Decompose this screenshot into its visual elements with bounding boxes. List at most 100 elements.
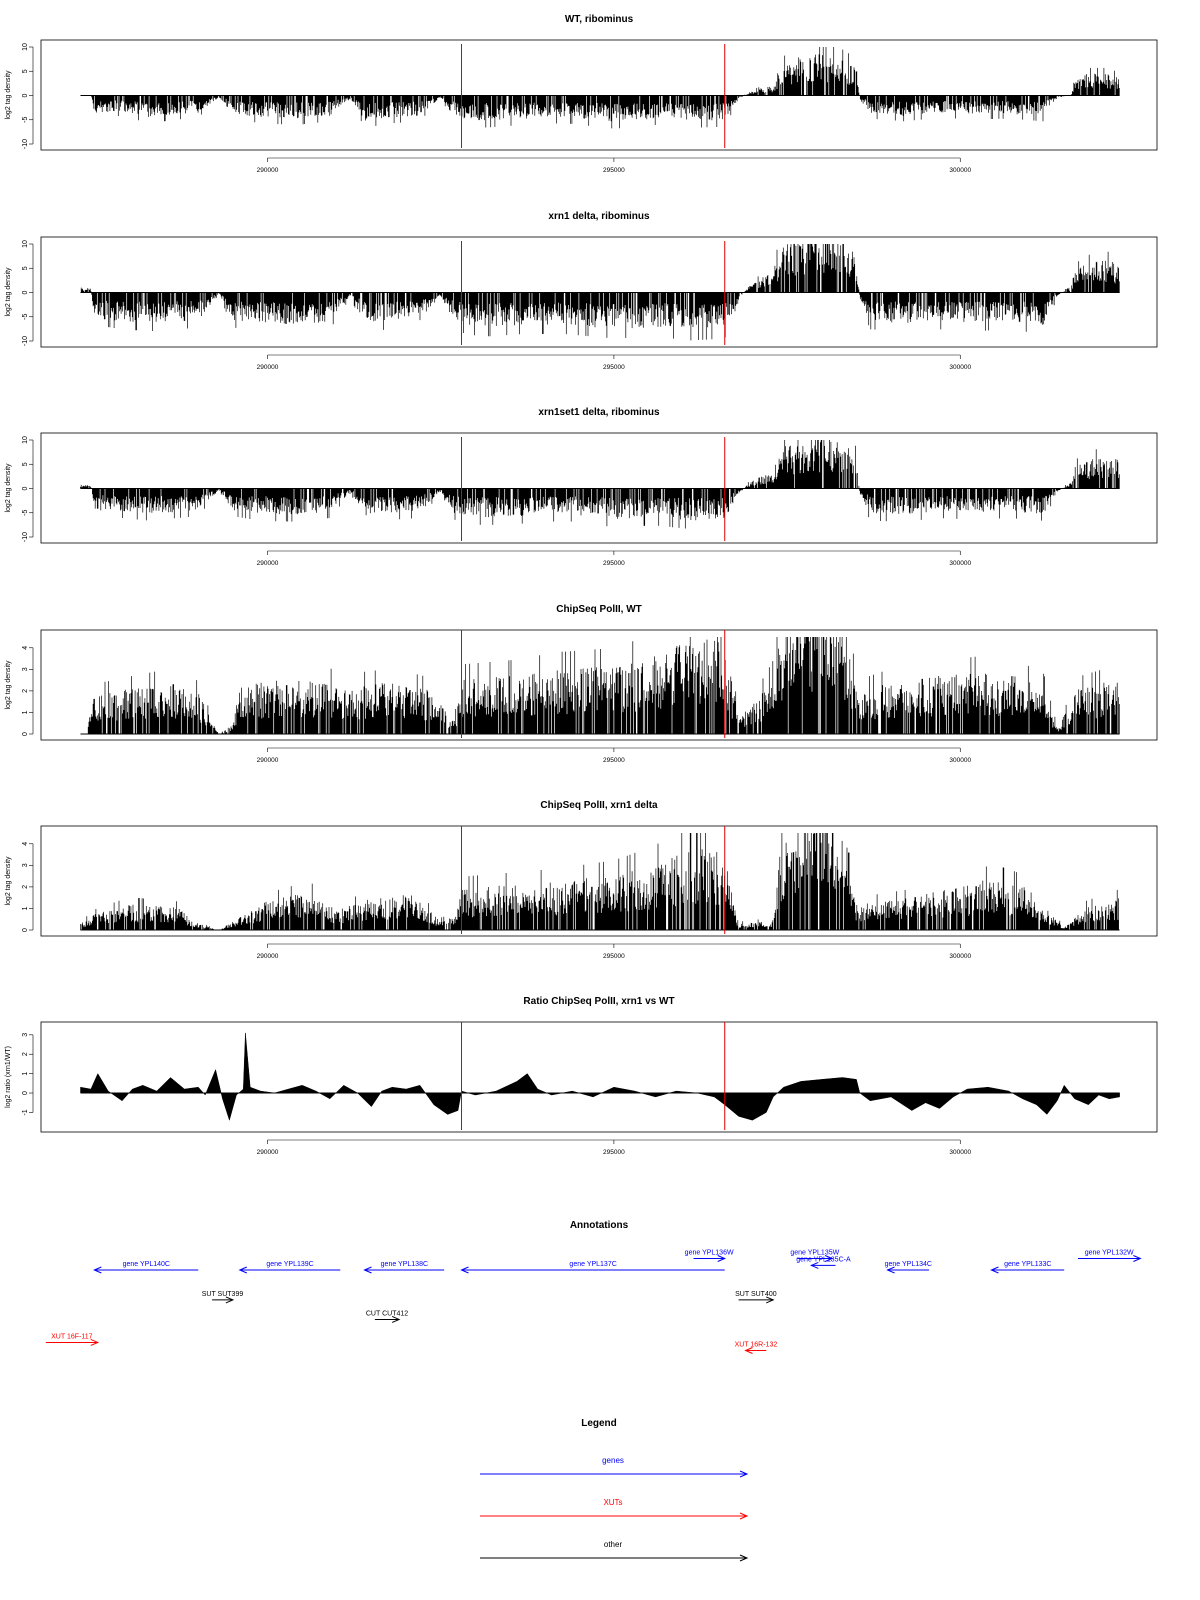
x-tick-label: 290000: [257, 757, 279, 764]
annotation-arrow-other: CUT CUT412: [366, 1310, 408, 1323]
x-tick-label: 295000: [603, 364, 625, 371]
y-tick-label: 10: [22, 43, 29, 51]
arrow-head: [460, 1266, 469, 1274]
x-axis: 290000 295000 300000: [257, 1139, 971, 1156]
annotations-panel: Annotations gene YPL140C gene YPL139C gene …: [45, 1220, 1142, 1354]
arrow-head: [744, 1347, 753, 1354]
x-axis: 290000 295000 300000: [257, 943, 971, 960]
y-tick-label: -10: [22, 139, 29, 149]
y-tick-label: 4: [22, 646, 29, 650]
x-tick-label: 295000: [603, 560, 625, 567]
y-axis: 0 1 2 3 4 log2 tag density: [5, 842, 34, 932]
x-tick-label: 295000: [603, 1149, 625, 1156]
x-tick-label: 300000: [949, 560, 971, 567]
y-tick-label: 3: [22, 667, 29, 671]
chart-title: Ratio ChipSeq PolII, xrn1 vs WT: [523, 996, 674, 1007]
y-axis: -10 -5 0 5 10 log2 tag density: [5, 240, 34, 346]
ratio-area: [80, 1032, 1120, 1122]
legend-title: Legend: [581, 1418, 617, 1429]
y-tick-label: 10: [22, 240, 29, 248]
y-tick-label: 5: [22, 69, 29, 73]
annotation-label: gene YPL136W: [685, 1250, 734, 1257]
annotation-arrow-gene: gene YPL136W: [685, 1250, 734, 1262]
chart-panel-6: Ratio ChipSeq PolII, xrn1 vs WT -1 0 1 2 3 log…: [5, 996, 1158, 1156]
y-tick-label: 5: [22, 266, 29, 270]
annotation-label: XUT 16R-132: [735, 1342, 778, 1349]
y-axis: -10 -5 0 5 10 log2 tag density: [5, 43, 34, 149]
y-tick-label: 0: [22, 928, 29, 932]
y-tick-label: 1: [22, 1072, 29, 1076]
x-tick-label: 300000: [949, 757, 971, 764]
chart-title: xrn1set1 delta, ribominus: [538, 407, 660, 418]
annotation-arrow-gene: gene YPL135W: [790, 1250, 840, 1262]
chart-title: WT, ribominus: [565, 14, 634, 25]
arrow-head: [238, 1266, 248, 1274]
arrow-head: [225, 1296, 235, 1304]
y-axis: -10 -5 0 5 10 log2 tag density: [5, 436, 34, 542]
y-axis-label: log2 tag density: [5, 463, 12, 513]
y-tick-label: -5: [22, 314, 29, 320]
plot-frame: [40, 629, 1158, 741]
y-tick-label: 1: [22, 710, 29, 714]
annotation-label: CUT CUT412: [366, 1310, 408, 1317]
x-tick-label: 295000: [603, 167, 625, 174]
annotation-label: gene YPL137C: [569, 1261, 616, 1268]
chart-panel-1: WT, ribominus -10 -5 0 5 10 log2 tag density 29…: [5, 14, 1158, 174]
y-tick-label: 0: [22, 290, 29, 294]
annotations-title: Annotations: [570, 1220, 629, 1231]
y-tick-label: 3: [22, 863, 29, 867]
legend-item-label: XUTs: [603, 1498, 622, 1507]
arrow-head: [739, 1554, 749, 1562]
y-tick-label: -1: [22, 1109, 29, 1115]
y-tick-label: 0: [22, 732, 29, 736]
annotation-arrow-xut: XUT 16F-117: [45, 1333, 100, 1346]
signal-bars: [80, 833, 1119, 930]
chart-panel-5: ChipSeq PolII, xrn1 delta 0 1 2 3 4 log2 tag d…: [5, 800, 1158, 960]
plot-frame: [40, 39, 1158, 151]
annotation-label: gene YPL138C: [381, 1261, 428, 1268]
arrow-head: [766, 1296, 775, 1304]
annotation-label: gene YPL135C-A: [796, 1256, 851, 1263]
y-tick-label: 1: [22, 906, 29, 910]
x-tick-label: 290000: [257, 1149, 279, 1156]
arrow-head: [391, 1315, 401, 1323]
legend-item-gene: genes: [480, 1456, 749, 1478]
y-tick-label: -5: [22, 117, 29, 123]
x-tick-label: 300000: [949, 953, 971, 960]
y-tick-label: 3: [22, 1033, 29, 1037]
x-tick-label: 300000: [949, 364, 971, 371]
annotation-arrow-gene: gene YPL133C: [990, 1261, 1065, 1274]
x-axis: 290000 295000 300000: [257, 550, 971, 567]
arrow-head: [1133, 1255, 1142, 1262]
y-tick-label: 5: [22, 462, 29, 466]
data-series: [80, 826, 1120, 934]
x-tick-label: 295000: [603, 757, 625, 764]
annotation-label: XUT 16F-117: [51, 1333, 92, 1340]
annotation-arrow-gene: gene YPL140C: [93, 1261, 199, 1274]
legend-item-label: genes: [602, 1456, 624, 1465]
annotation-arrow-other: SUT SUT399: [202, 1291, 243, 1304]
annotation-label: gene YPL139C: [266, 1261, 313, 1268]
arrow-head: [717, 1255, 727, 1262]
annotation-arrow-gene: gene YPL134C: [885, 1261, 932, 1274]
x-tick-label: 290000: [257, 364, 279, 371]
annotation-arrow-gene: gene YPL137C: [460, 1261, 725, 1274]
arrow-head: [739, 1470, 749, 1478]
chart-title: xrn1 delta, ribominus: [548, 211, 650, 222]
data-series: [80, 44, 1120, 148]
y-tick-label: -10: [22, 532, 29, 542]
arrow-head: [824, 1255, 834, 1262]
chart-title: ChipSeq PolII, WT: [556, 604, 642, 615]
x-tick-label: 290000: [257, 953, 279, 960]
y-tick-label: 2: [22, 1052, 29, 1056]
annotation-arrow-gene: gene YPL135C-A: [796, 1256, 851, 1269]
annotation-arrow-xut: XUT 16R-132: [735, 1342, 778, 1354]
y-axis-label: log2 tag density: [5, 660, 12, 710]
plot-frame: [40, 1021, 1158, 1133]
x-tick-label: 300000: [949, 1149, 971, 1156]
annotation-label: gene YPL140C: [123, 1261, 170, 1268]
arrow-head: [886, 1266, 895, 1274]
chart-panel-4: ChipSeq PolII, WT 0 1 2 3 4 log2 tag density 29…: [5, 604, 1158, 764]
arrow-head: [93, 1266, 102, 1274]
